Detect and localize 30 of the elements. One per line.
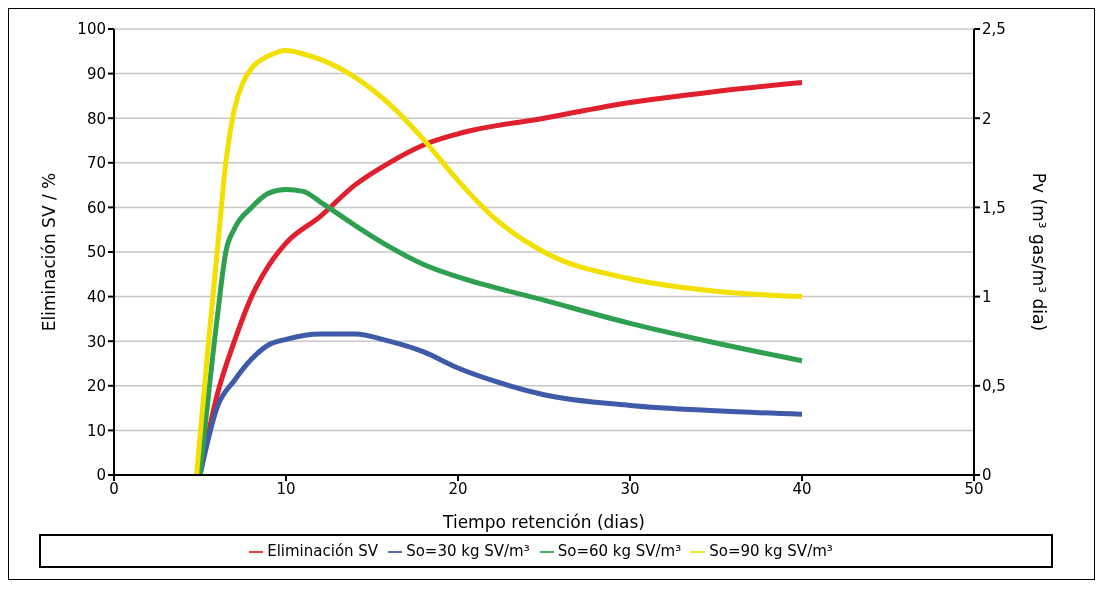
y-tick-label: 80 — [86, 109, 106, 128]
x-tick-label: 50 — [964, 479, 984, 498]
x-tick-label: 0 — [109, 479, 119, 498]
y-tick-label: 10 — [86, 421, 106, 440]
y-tick-label: 0 — [96, 466, 106, 485]
legend-label: Eliminación SV — [267, 542, 379, 560]
y-tick-label: 90 — [86, 64, 106, 83]
x-tick-label: 40 — [792, 479, 812, 498]
y-tick-label: 50 — [86, 243, 106, 262]
legend-label: So=90 kg SV/m³ — [709, 542, 833, 560]
y2-tick-label: 2 — [982, 109, 992, 128]
y2-tick-label: 0 — [982, 466, 992, 485]
y-tick-label: 20 — [86, 377, 106, 396]
y-tick-label: 100 — [77, 20, 106, 39]
y-tick-label: 30 — [86, 332, 106, 351]
x-tick-label: 10 — [276, 479, 296, 498]
x-tick-label: 20 — [448, 479, 468, 498]
y-tick-label: 60 — [86, 198, 106, 217]
y-axis-title: Eliminación SV / % — [39, 172, 60, 332]
x-axis-title: Tiempo retención (dias) — [442, 512, 645, 532]
legend-label: So=60 kg SV/m³ — [557, 542, 682, 560]
y-tick-label: 40 — [86, 287, 106, 306]
x-tick-label: 30 — [620, 479, 640, 498]
y2-tick-label: 1 — [982, 287, 992, 306]
y2-axis-title: Pv (m³ gas/m³ dia) — [1028, 172, 1049, 332]
legend-label: So=30 kg SV/m³ — [406, 542, 530, 560]
y2-tick-label: 0,5 — [982, 377, 1006, 396]
y2-tick-label: 2,5 — [982, 20, 1006, 39]
y2-tick-label: 1,5 — [982, 198, 1006, 217]
y-tick-label: 70 — [86, 154, 106, 173]
